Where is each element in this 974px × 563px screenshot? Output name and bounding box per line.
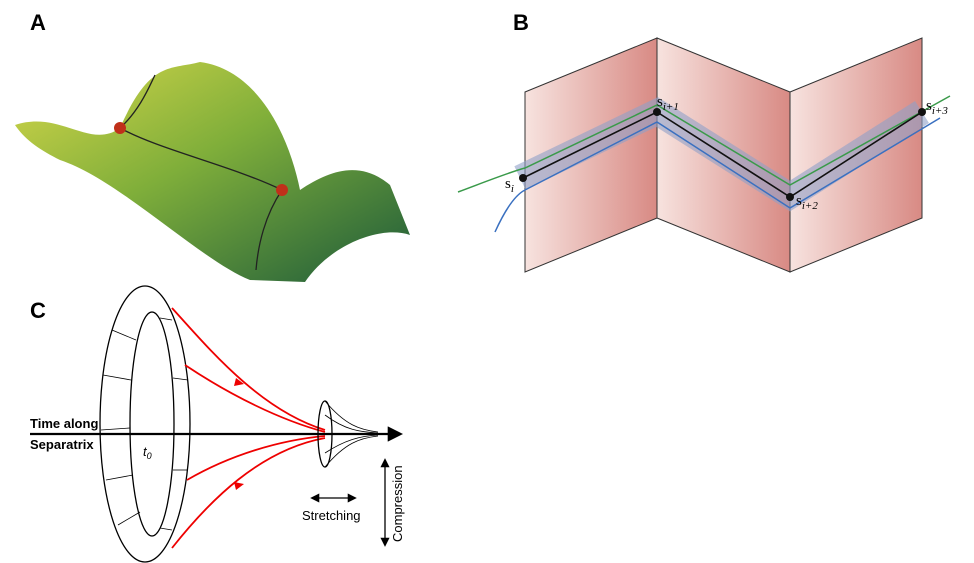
panel-b: B si si+1 si+2 si+3 [458, 10, 950, 272]
panel-a: A [15, 10, 410, 282]
axis-label: Separatrix [30, 437, 94, 452]
saddle-surface [15, 62, 410, 282]
torus-outer [100, 286, 190, 562]
axis-label: Time along [30, 416, 98, 431]
point [519, 174, 527, 182]
panel-label: C [30, 298, 46, 323]
point [918, 108, 926, 116]
arrowhead [234, 482, 244, 490]
panel-c: C Time along Separatrix t0 Stretching Co… [30, 286, 405, 562]
panel-label: B [513, 10, 529, 35]
compression-label: Compression [390, 465, 405, 542]
point [786, 193, 794, 201]
figure: A B si si+1 si+2 si+3 C [0, 0, 974, 563]
fixed-point [276, 184, 288, 196]
panel-label: A [30, 10, 46, 35]
point-label: si [505, 176, 514, 195]
stretching-label: Stretching [302, 508, 361, 523]
point-label: si+3 [926, 98, 948, 117]
fixed-point [114, 122, 126, 134]
